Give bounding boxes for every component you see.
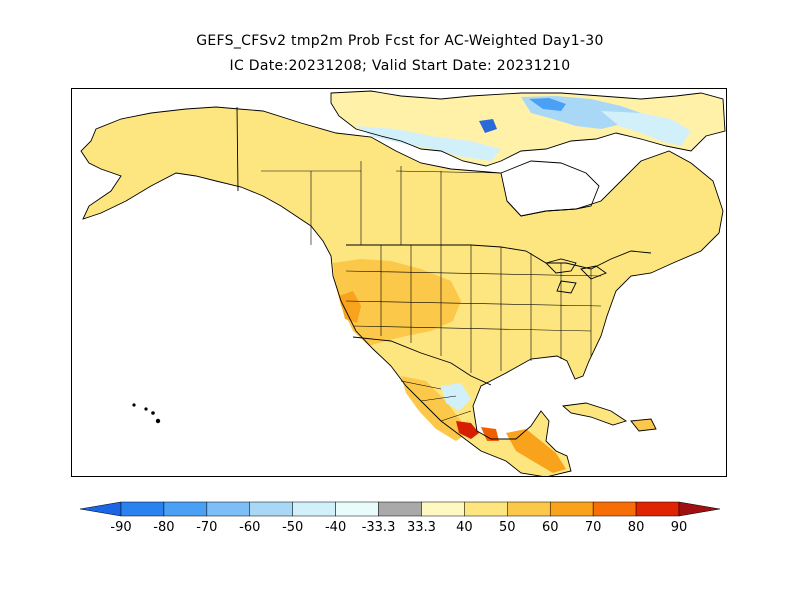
state-lines bbox=[345, 245, 602, 373]
colorbar-tick-label: -80 bbox=[153, 520, 174, 535]
gulf-of-mexico bbox=[473, 356, 575, 439]
cuba-outline bbox=[561, 402, 628, 426]
hawaii-island bbox=[144, 407, 148, 411]
colorbar-tick-label: 60 bbox=[542, 520, 559, 535]
guatemala-hot bbox=[481, 427, 499, 441]
cold-anomaly-center bbox=[356, 126, 501, 161]
canada-us-border bbox=[346, 244, 652, 270]
political-borders bbox=[80, 90, 726, 476]
colorbar-tick-label: 70 bbox=[585, 520, 602, 535]
cold-core bbox=[529, 98, 566, 111]
hawaii-island bbox=[155, 418, 161, 424]
colorbar-box bbox=[635, 501, 680, 517]
colorbar-boxes bbox=[79, 501, 721, 517]
colorbar-labels: -90 -80 -70 -60 -50 -40 -33.3 33.3 40 50 60 70 80 90 bbox=[110, 520, 687, 535]
hudson-bay bbox=[501, 161, 599, 216]
colorbar-box bbox=[206, 501, 251, 517]
colorbar-tick-label: -70 bbox=[196, 520, 217, 535]
colorbar-tick-label: 50 bbox=[499, 520, 516, 535]
us-mexico-border bbox=[352, 336, 492, 386]
colorbar-tick-label: 40 bbox=[456, 520, 473, 535]
map-title: GEFS_CFSv2 tmp2m Prob Fcst for AC-Weight… bbox=[196, 33, 604, 49]
colorbar-right-arrow bbox=[678, 501, 721, 517]
colorbar-box bbox=[464, 501, 508, 517]
colorbar-tick-label: -50 bbox=[282, 520, 303, 535]
colorbar-box bbox=[249, 501, 293, 517]
colorbar-box bbox=[592, 501, 637, 517]
colorbar-tick-label: 33.3 bbox=[407, 520, 436, 535]
hawaii-island bbox=[132, 403, 136, 407]
map-canvas bbox=[80, 90, 726, 476]
alaska-canada-border bbox=[236, 106, 239, 192]
hispaniola-outline bbox=[630, 418, 657, 432]
colorbar-box bbox=[549, 501, 594, 517]
west-us-warm bbox=[333, 259, 461, 346]
colorbar-tick-label: -60 bbox=[239, 520, 260, 535]
colorbar-box bbox=[378, 501, 422, 517]
province-lines bbox=[261, 161, 502, 245]
cold-anomaly-east bbox=[601, 111, 691, 146]
map-panel bbox=[71, 88, 727, 477]
hawaii-island bbox=[151, 411, 155, 415]
mexico-cool bbox=[441, 383, 471, 411]
mexico-state-lines bbox=[400, 380, 472, 422]
colorbar-box bbox=[163, 501, 208, 517]
land-probability-layer bbox=[81, 91, 725, 476]
colorbar-box bbox=[507, 501, 551, 517]
colorbar-box bbox=[421, 501, 465, 517]
central-america-warm bbox=[506, 429, 566, 473]
cold-core-2 bbox=[479, 119, 497, 133]
colorbar-tick-label: 80 bbox=[628, 520, 645, 535]
coastline-outline bbox=[80, 106, 724, 476]
colorbar-tick-label: -90 bbox=[110, 520, 131, 535]
southern-mexico-hot bbox=[456, 421, 479, 439]
colorbar-box bbox=[120, 501, 165, 517]
colorbar-tick-label: 90 bbox=[671, 520, 688, 535]
southwest-warm bbox=[339, 291, 361, 323]
colorbar-left-arrow bbox=[79, 501, 122, 517]
map-subtitle: IC Date:20231208; Valid Start Date: 2023… bbox=[229, 58, 571, 74]
arctic-outline bbox=[330, 90, 726, 167]
hudson-bay-outline bbox=[500, 160, 600, 217]
great-lakes bbox=[545, 258, 607, 294]
hispaniola bbox=[631, 419, 656, 431]
mexico-warm bbox=[401, 376, 471, 441]
cuba bbox=[563, 403, 626, 425]
colorbar-box bbox=[292, 501, 336, 517]
colorbar-tick-label: -40 bbox=[325, 520, 346, 535]
colorbar-box bbox=[335, 501, 379, 517]
colorbar-tick-label: -33.3 bbox=[362, 520, 396, 535]
